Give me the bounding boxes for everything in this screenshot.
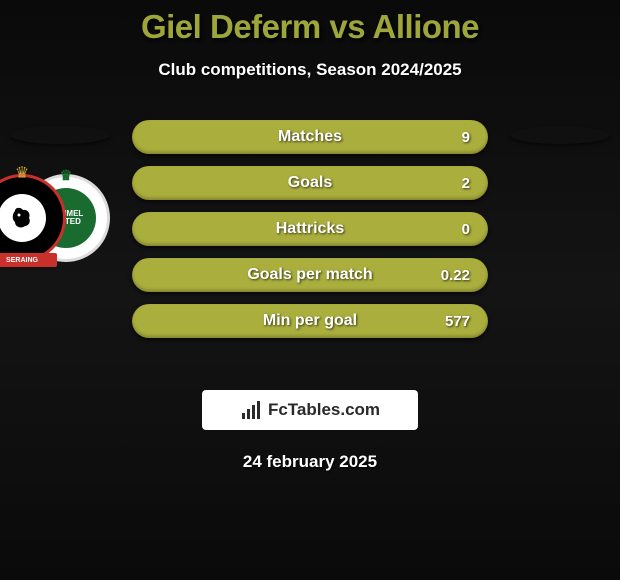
body-area: ♛ LOMMEL UNITED ♛ SERAING Matches 9 bbox=[0, 112, 620, 372]
stat-row-matches: Matches 9 bbox=[132, 120, 488, 154]
stat-row-hattricks: Hattricks 0 bbox=[132, 212, 488, 246]
team-badge-right-banner: SERAING bbox=[0, 253, 57, 267]
player-shadow-left bbox=[10, 126, 110, 144]
stat-row-gpm: Goals per match 0.22 bbox=[132, 258, 488, 292]
crown-icon: ♛ bbox=[60, 168, 73, 182]
infographic-container: Giel Deferm vs Allione Club competitions… bbox=[0, 0, 620, 472]
watermark-text: FcTables.com bbox=[268, 400, 380, 420]
stats-list: Matches 9 Goals 2 Hattricks 0 Goals per … bbox=[132, 120, 488, 350]
subtitle: Club competitions, Season 2024/2025 bbox=[0, 60, 620, 80]
page-title: Giel Deferm vs Allione bbox=[0, 8, 620, 46]
lion-icon bbox=[7, 203, 37, 233]
player-shadow-right bbox=[510, 126, 610, 144]
watermark: FcTables.com bbox=[202, 390, 418, 430]
team-badge-right-inner bbox=[0, 194, 46, 242]
stat-label: Goals bbox=[132, 174, 488, 192]
stat-row-goals: Goals 2 bbox=[132, 166, 488, 200]
stat-label: Goals per match bbox=[132, 266, 488, 284]
stat-label: Min per goal bbox=[132, 312, 488, 330]
stat-label: Matches bbox=[132, 128, 488, 146]
stat-label: Hattricks bbox=[132, 220, 488, 238]
crown-icon: ♛ bbox=[15, 163, 29, 183]
stat-row-mpg: Min per goal 577 bbox=[132, 304, 488, 338]
date: 24 february 2025 bbox=[0, 452, 620, 472]
chart-icon bbox=[240, 399, 262, 421]
